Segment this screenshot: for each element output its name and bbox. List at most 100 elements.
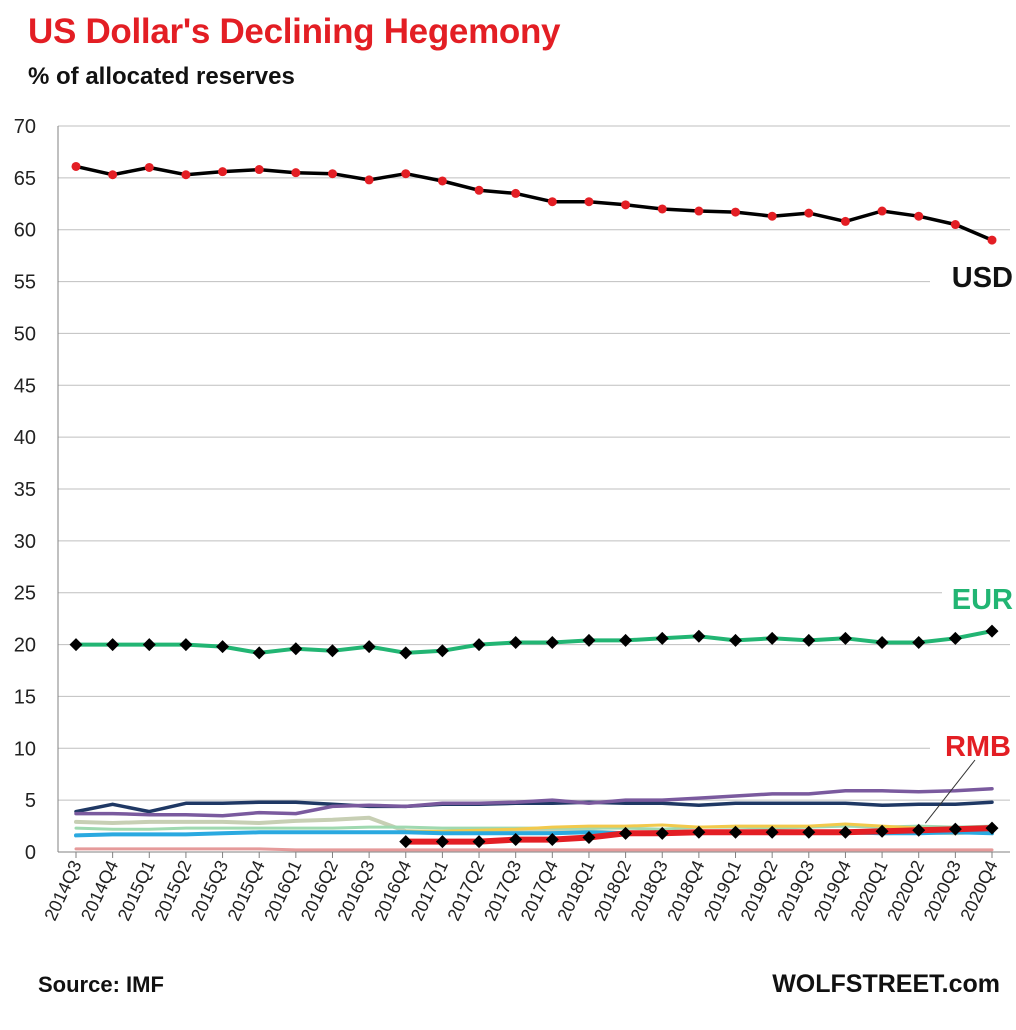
- eur-line: [74, 629, 994, 655]
- usd-marker: [71, 161, 81, 171]
- usd-marker: [218, 167, 228, 177]
- eur-marker: [106, 638, 120, 652]
- eur-marker: [912, 635, 926, 649]
- eur-marker: [362, 640, 376, 654]
- eur-marker: [325, 644, 339, 658]
- usd-marker: [877, 206, 887, 216]
- rmb-leader-line: [924, 759, 976, 824]
- y-tick-label: 30: [14, 531, 36, 553]
- usd-label-backdrop: [930, 258, 1014, 298]
- eur-marker: [179, 638, 193, 652]
- eur-label: EUR: [952, 584, 1013, 616]
- y-tick-label: 5: [25, 790, 36, 812]
- y-tick-label: 65: [14, 168, 36, 190]
- usd-marker: [108, 170, 118, 180]
- y-tick-label: 10: [14, 738, 36, 760]
- eur-marker: [289, 642, 303, 656]
- rmb-marker: [472, 835, 486, 849]
- eur-marker: [838, 631, 852, 645]
- eur-marker: [985, 624, 999, 638]
- source-note: Source: IMF: [38, 972, 164, 997]
- series-8-line: [74, 847, 994, 852]
- rmb-label-backdrop: [930, 728, 1014, 762]
- usd-marker: [767, 211, 777, 221]
- usd-line: [74, 164, 994, 242]
- eur-marker: [252, 646, 266, 660]
- y-tick-label: 25: [14, 583, 36, 605]
- eur-marker: [692, 629, 706, 643]
- rmb-marker: [948, 822, 962, 836]
- rmb-marker: [435, 835, 449, 849]
- series-lines: [74, 164, 995, 852]
- usd-marker: [914, 211, 924, 221]
- rmb-marker: [802, 825, 816, 839]
- series-2-line: [74, 800, 994, 814]
- usd-marker: [254, 165, 264, 175]
- y-tick-label: 55: [14, 272, 36, 294]
- rmb-marker: [655, 826, 669, 840]
- series-markers: [69, 161, 999, 849]
- y-tick-label: 35: [14, 479, 36, 501]
- usd-marker: [474, 185, 484, 195]
- usd-marker: [547, 197, 557, 207]
- eur-marker: [435, 644, 449, 658]
- usd-marker: [584, 197, 594, 207]
- rmb-marker: [838, 825, 852, 839]
- eur-marker: [655, 631, 669, 645]
- rmb-marker: [399, 835, 413, 849]
- chart-subtitle: % of allocated reserves: [28, 63, 295, 90]
- eur-marker: [399, 646, 413, 660]
- y-axis-ticks: 0 5 10 15 20 25 30 35 40 45 50 55 60 65 70: [14, 116, 36, 864]
- usd-marker: [987, 235, 997, 245]
- rmb-marker: [729, 825, 743, 839]
- brand-logo-text: WOLFSTREET.com: [772, 970, 1000, 998]
- y-tick-label: 50: [14, 323, 36, 345]
- usd-marker: [621, 200, 631, 210]
- chart-title: US Dollar's Declining Hegemony: [28, 12, 561, 51]
- rmb-label: RMB: [945, 731, 1011, 763]
- usd-marker: [657, 204, 667, 214]
- eur-marker: [216, 640, 230, 654]
- usd-marker: [401, 169, 411, 179]
- usd-marker: [181, 170, 191, 180]
- eur-marker: [142, 638, 156, 652]
- eur-marker: [765, 631, 779, 645]
- eur-marker: [509, 635, 523, 649]
- usd-marker: [511, 188, 521, 198]
- usd-marker: [731, 207, 741, 217]
- eur-marker: [472, 638, 486, 652]
- rmb-marker: [765, 825, 779, 839]
- eur-marker: [582, 633, 596, 647]
- rmb-marker: [545, 833, 559, 847]
- rmb-marker: [875, 824, 889, 838]
- y-tick-label: 20: [14, 635, 36, 657]
- rmb-marker: [912, 823, 926, 837]
- series-labels: USD EUR RMB: [924, 258, 1014, 824]
- usd-marker: [950, 220, 960, 230]
- rmb-marker: [619, 826, 633, 840]
- series-3-line: [74, 786, 994, 818]
- y-tick-label: 70: [14, 116, 36, 138]
- eur-marker: [619, 633, 633, 647]
- usd-marker: [144, 162, 154, 172]
- eur-marker: [545, 635, 559, 649]
- usd-marker: [364, 175, 374, 185]
- grid-lines: [58, 125, 1010, 801]
- y-tick-label: 15: [14, 686, 36, 708]
- eur-marker: [69, 638, 83, 652]
- y-tick-label: 60: [14, 220, 36, 242]
- rmb-marker: [692, 825, 706, 839]
- rmb-marker: [582, 830, 596, 844]
- usd-marker: [694, 206, 704, 216]
- eur-label-backdrop: [942, 582, 1014, 618]
- x-axis-ticks: 2014Q32014Q42015Q12015Q22015Q32015Q42016…: [40, 857, 1001, 924]
- usd-marker: [327, 169, 337, 179]
- y-tick-label: 40: [14, 427, 36, 449]
- eur-marker: [948, 631, 962, 645]
- rmb-marker: [985, 821, 999, 835]
- usd-marker: [840, 216, 850, 226]
- axes: [57, 126, 1010, 858]
- usd-label: USD: [952, 262, 1013, 294]
- usd-marker: [804, 208, 814, 218]
